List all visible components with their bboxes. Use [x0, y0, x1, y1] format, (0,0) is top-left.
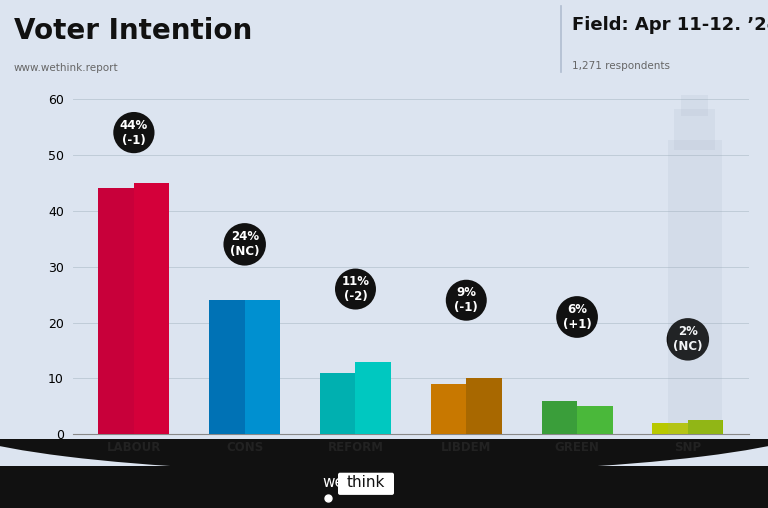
Text: Voter Intention: Voter Intention	[14, 17, 252, 45]
Bar	[245, 300, 280, 434]
Bar	[688, 421, 723, 434]
Text: Field: Apr 11-12. ’24: Field: Apr 11-12. ’24	[572, 16, 768, 34]
Text: we: we	[322, 475, 344, 490]
Bar	[320, 373, 356, 434]
Bar	[667, 140, 722, 434]
Text: think: think	[347, 475, 386, 490]
Bar	[466, 378, 502, 434]
Text: www.wethink.report: www.wethink.report	[14, 63, 118, 73]
Bar	[577, 406, 613, 434]
Ellipse shape	[0, 362, 768, 473]
Bar	[541, 401, 577, 434]
Text: 2%
(NC): 2% (NC)	[673, 325, 703, 354]
Bar	[681, 95, 708, 116]
Text: 44%
(-1): 44% (-1)	[120, 118, 148, 147]
Bar	[134, 183, 170, 434]
Text: 6%
(+1): 6% (+1)	[563, 303, 591, 331]
Text: 11%
(-2): 11% (-2)	[342, 275, 369, 303]
Bar	[356, 362, 391, 434]
Bar	[209, 300, 245, 434]
Bar	[652, 423, 688, 434]
Text: 9%
(-1): 9% (-1)	[455, 286, 478, 314]
Bar	[0, 466, 768, 508]
FancyBboxPatch shape	[338, 473, 394, 495]
Bar	[674, 109, 715, 150]
Text: 1,271 respondents: 1,271 respondents	[572, 61, 670, 72]
Text: 24%
(NC): 24% (NC)	[230, 230, 260, 259]
Bar	[98, 188, 134, 434]
Bar	[431, 384, 466, 434]
